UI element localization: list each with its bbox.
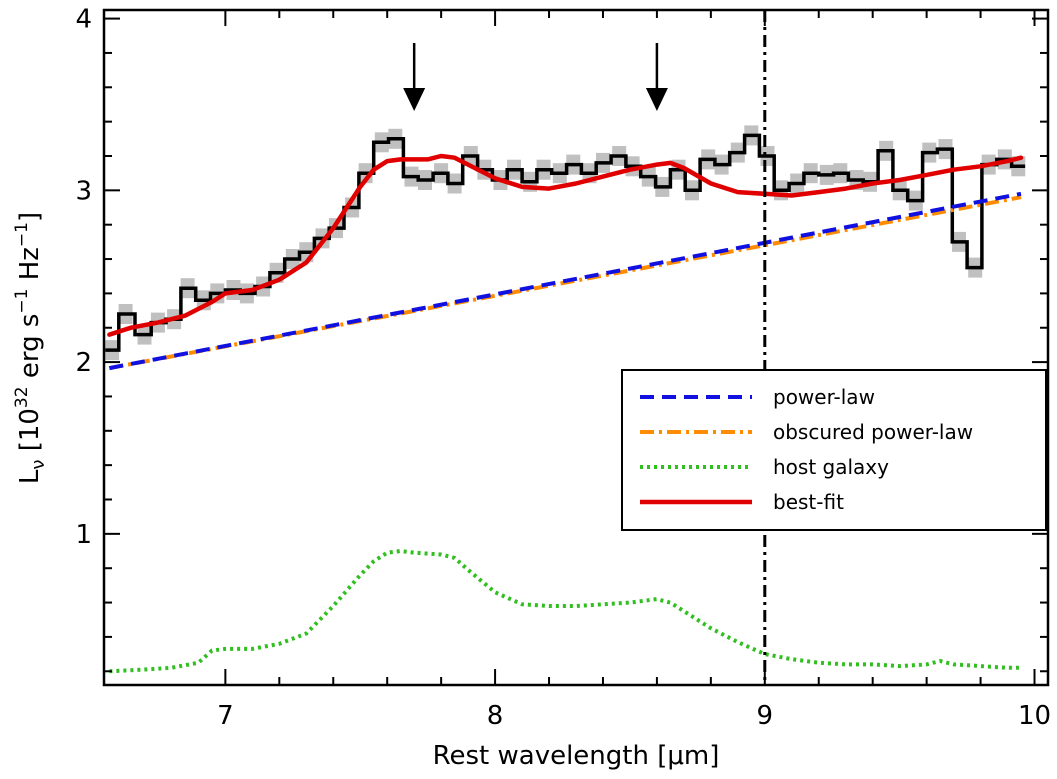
host-galaxy-line — [109, 548, 1021, 674]
tick-layer: 7 8 9 10 1 2 3 4 — [75, 5, 1051, 731]
plot-frame — [102, 8, 1050, 687]
y-tick-label: 1 — [75, 520, 92, 550]
y-tick-label: 2 — [75, 348, 92, 378]
down-arrow-icon — [645, 43, 668, 111]
x-axis-title: Rest wavelength [μm] — [433, 741, 720, 771]
x-tick-label: 7 — [217, 701, 234, 731]
y-axis-title-exp2: −1 — [12, 289, 32, 314]
y-axis-title-base: L — [15, 469, 45, 484]
legend-label-host-galaxy: host galaxy — [773, 455, 889, 479]
down-arrow-icon — [403, 43, 426, 111]
y-axis-title: Lν [1032 erg s−1 Hz−1] — [12, 212, 49, 484]
legend-label-best-fit: best-fit — [773, 490, 844, 514]
y-axis-title-exp3: −1 — [12, 222, 32, 247]
power-law-line — [109, 191, 1022, 371]
x-tick-label: 8 — [487, 701, 504, 731]
y-tick-label: 3 — [75, 176, 92, 206]
y-tick-label: 4 — [75, 5, 92, 35]
legend-label-obscured-power-law: obscured power-law — [773, 420, 973, 444]
best-fit-line — [107, 153, 1024, 337]
y-axis-title-exp1: 32 — [12, 386, 32, 408]
x-tick-label: 9 — [757, 701, 774, 731]
annotation-layer — [403, 10, 767, 685]
x-tick-label: 10 — [1018, 701, 1051, 731]
spectrum-line — [105, 133, 1026, 352]
y-axis-title-close: ] — [15, 212, 45, 222]
y-axis-title-mid2: Hz — [15, 247, 45, 288]
legend-label-power-law: power-law — [773, 385, 875, 409]
y-axis-title-open: [10 — [15, 408, 45, 460]
y-axis-title-mid: erg s — [15, 314, 45, 387]
legend: power-law obscured power-law host galaxy be… — [621, 369, 1047, 531]
y-axis-title-sub: ν — [28, 460, 49, 470]
